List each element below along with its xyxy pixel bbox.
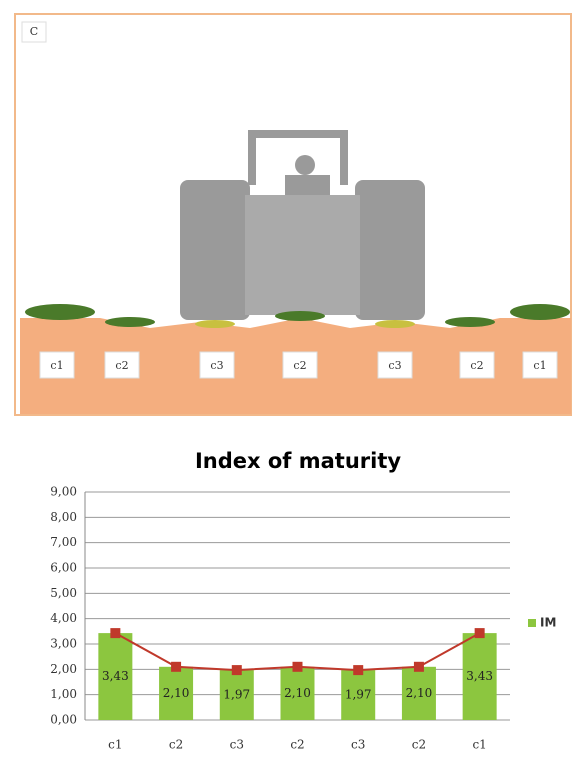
- y-tick-label: 3,00: [50, 637, 77, 651]
- zone-label: c3: [210, 359, 223, 372]
- x-tick-label: c2: [412, 738, 426, 752]
- line-marker: [475, 628, 485, 638]
- line-marker: [293, 662, 303, 672]
- value-label: 3,43: [102, 669, 129, 683]
- line-marker: [232, 665, 242, 675]
- y-tick-label: 6,00: [50, 561, 77, 575]
- x-tick-label: c3: [230, 738, 244, 752]
- zone-label: c1: [533, 359, 546, 372]
- x-tick-label: c2: [290, 738, 304, 752]
- chart: Index of maturity: [195, 449, 401, 473]
- line-marker: [171, 662, 181, 672]
- value-label: 2,10: [406, 686, 433, 700]
- y-tick-label: 0,00: [50, 713, 77, 727]
- chart-title: Index of maturity: [195, 449, 401, 473]
- line-marker: [414, 662, 424, 672]
- zone-label: c3: [388, 359, 401, 372]
- value-label: 3,43: [466, 669, 493, 683]
- x-tick-label: c1: [108, 738, 122, 752]
- y-tick-label: 7,00: [50, 535, 77, 549]
- value-label: 2,10: [163, 686, 190, 700]
- x-tick-label: c1: [472, 738, 486, 752]
- illustration-panel: C c1 c2 c3 c2 c3 c2 c1: [15, 14, 571, 415]
- x-tick-label: c2: [169, 738, 183, 752]
- zone-label: c2: [470, 359, 483, 372]
- x-tick-label: c3: [351, 738, 365, 752]
- zone-label: c2: [293, 359, 306, 372]
- line-marker: [110, 628, 120, 638]
- zone-label: c2: [115, 359, 128, 372]
- zone-labels: c1 c2 c3 c2 c3 c2 c1: [40, 352, 557, 378]
- y-tick-label: 4,00: [50, 611, 77, 625]
- legend-label: IM: [540, 616, 556, 630]
- y-tick-label: 2,00: [50, 662, 77, 676]
- value-label: 2,10: [284, 686, 311, 700]
- y-tick-label: 1,00: [50, 687, 77, 701]
- legend-swatch: [528, 619, 536, 627]
- zone-label: c1: [50, 359, 63, 372]
- figure: C c1 c2 c3 c2 c3 c2 c1 Index of maturity 0,00 1…: [0, 0, 574, 764]
- line-marker: [353, 665, 363, 675]
- y-tick-label: 8,00: [50, 510, 77, 524]
- y-tick-label: 9,00: [50, 485, 77, 499]
- value-label: 1,97: [345, 688, 372, 702]
- panel-label: C: [30, 25, 38, 38]
- value-label: 1,97: [223, 688, 250, 702]
- y-tick-label: 5,00: [50, 586, 77, 600]
